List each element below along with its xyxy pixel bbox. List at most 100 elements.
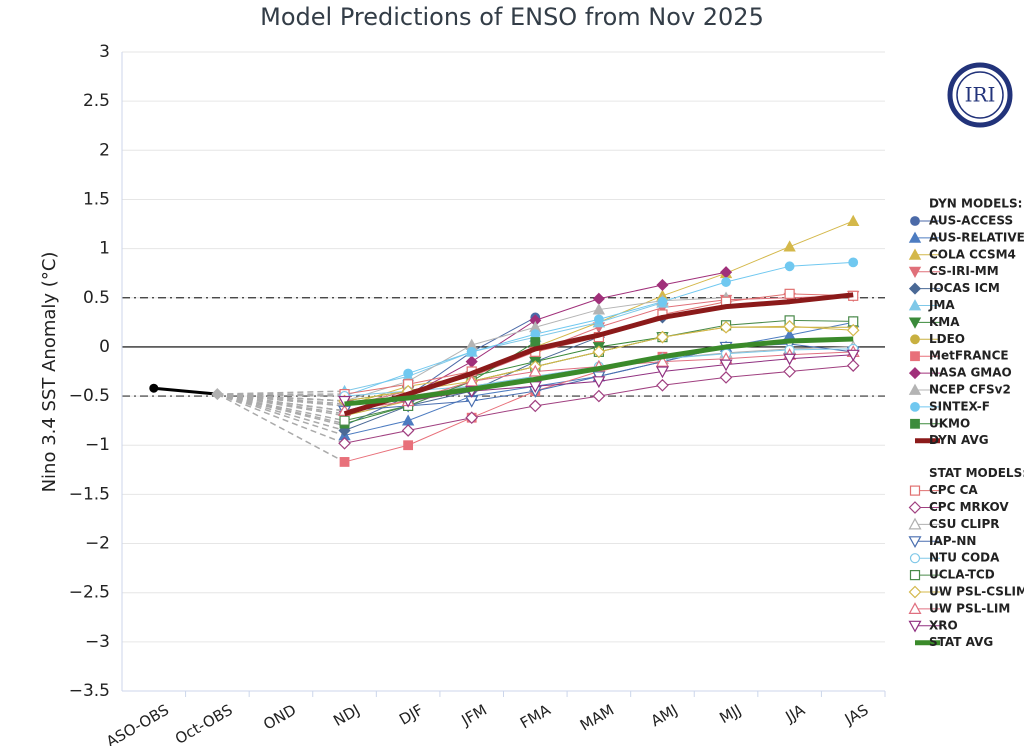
connector-line <box>217 393 345 405</box>
data-point <box>783 319 796 333</box>
data-point <box>655 354 669 367</box>
legend-marker <box>910 401 920 412</box>
data-point <box>783 365 796 378</box>
data-point <box>846 349 860 362</box>
legend-marker <box>908 299 922 311</box>
legend-marker <box>908 620 922 633</box>
x-tick-label: JAS <box>841 701 872 729</box>
data-point <box>656 378 669 392</box>
data-point <box>592 345 606 359</box>
legend-marker <box>908 282 922 295</box>
connector-line <box>217 393 345 437</box>
legend-label: XRO <box>929 618 958 632</box>
legend-label: UW PSL-LIM <box>929 601 1010 615</box>
y-tick-label: 1 <box>99 239 110 259</box>
legend-group-title: STAT MODELS: <box>929 466 1024 480</box>
x-tick-label: DJF <box>396 701 426 729</box>
y-tick-label: −3 <box>85 632 110 652</box>
y-tick-label: −3.5 <box>69 681 110 701</box>
legend-label: UW PSL-CSLIM <box>929 585 1024 599</box>
data-point <box>784 261 795 272</box>
y-tick-label: 0.5 <box>83 288 110 308</box>
data-point <box>847 214 860 226</box>
data-point <box>655 366 669 379</box>
connector-line <box>217 393 345 412</box>
legend-label: IAP-NN <box>929 534 976 548</box>
chart-title: Model Predictions of ENSO from Nov 2025 <box>260 3 764 31</box>
series-line <box>344 316 536 427</box>
x-tick-label: MJJ <box>716 701 744 727</box>
legend-marker <box>908 367 922 380</box>
data-point <box>846 359 860 372</box>
legend-marker <box>908 266 922 279</box>
connector-line <box>217 393 345 422</box>
legend-marker <box>910 418 920 429</box>
data-point <box>656 330 669 344</box>
data-point <box>784 288 795 299</box>
legend-marker <box>909 569 921 581</box>
legend-marker <box>910 334 920 345</box>
legend-label: CPC CA <box>929 483 978 497</box>
legend-label: COLA CCSM4 <box>929 247 1016 261</box>
legend-label: AUS-ACCESS <box>929 214 1013 228</box>
legend-marker <box>909 553 921 564</box>
x-tick-label: JJA <box>782 700 809 726</box>
data-point <box>465 411 479 425</box>
x-tick-label: FMA <box>517 700 554 732</box>
legend-marker <box>909 485 921 496</box>
data-point <box>401 414 415 426</box>
legend-label: JMA <box>928 298 955 312</box>
legend-label: IOCAS ICM <box>929 281 1000 295</box>
data-point <box>592 303 606 315</box>
logo-text: IRI <box>965 83 996 107</box>
legend-label: SINTEX-F <box>929 399 990 413</box>
data-point <box>719 371 733 384</box>
legend-label: NTU CODA <box>929 551 1000 565</box>
legend-label: MetFRANCE <box>929 349 1009 363</box>
legend-label: AUS-RELATIVE <box>929 230 1024 244</box>
series-line <box>344 336 854 407</box>
x-tick-label: AMJ <box>648 701 681 730</box>
legend-label: LDEO <box>929 332 965 346</box>
x-tick-label: Oct-OBS <box>172 701 236 746</box>
y-tick-label: 0 <box>99 337 110 357</box>
connector-line <box>217 393 345 444</box>
connector-line <box>217 393 345 432</box>
logo-ring <box>947 62 1013 128</box>
x-tick-label: ASO-OBS <box>103 701 172 746</box>
legend-label: CPC MRKOV <box>929 500 1009 514</box>
data-point <box>656 278 669 292</box>
legend-marker <box>908 602 922 615</box>
y-tick-label: −1 <box>85 435 110 455</box>
y-tick-label: 2 <box>99 140 110 160</box>
data-point <box>401 424 415 437</box>
data-point <box>719 320 733 334</box>
data-point <box>530 337 541 347</box>
x-tick-label: OND <box>260 701 299 734</box>
data-point <box>338 436 351 450</box>
x-tick-label: JFM <box>458 701 490 730</box>
connector-line <box>217 393 345 463</box>
data-point <box>466 346 477 357</box>
series-line <box>344 302 663 392</box>
y-tick-label: −1.5 <box>69 484 110 504</box>
y-tick-label: −2.5 <box>69 583 110 603</box>
connector-line <box>217 393 345 397</box>
legend-label: STAT AVG <box>929 635 993 649</box>
data-point <box>721 277 731 287</box>
data-point <box>403 368 414 379</box>
legend-marker <box>908 383 922 395</box>
observed-line <box>153 386 218 396</box>
data-point <box>403 440 414 451</box>
y-axis-title: Nino 3.4 SST Anomaly (°C) <box>39 252 60 493</box>
legend-label: CS-IRI-MM <box>929 264 999 278</box>
y-tick-label: 2.5 <box>83 91 110 111</box>
data-point <box>339 415 350 426</box>
data-point <box>592 292 605 305</box>
observed-point <box>149 383 159 393</box>
legend-label: NCEP CFSv2 <box>929 383 1011 397</box>
legend-label: UCLA-TCD <box>929 568 995 582</box>
y-tick-label: −2 <box>85 534 110 554</box>
observed-point <box>211 388 224 401</box>
